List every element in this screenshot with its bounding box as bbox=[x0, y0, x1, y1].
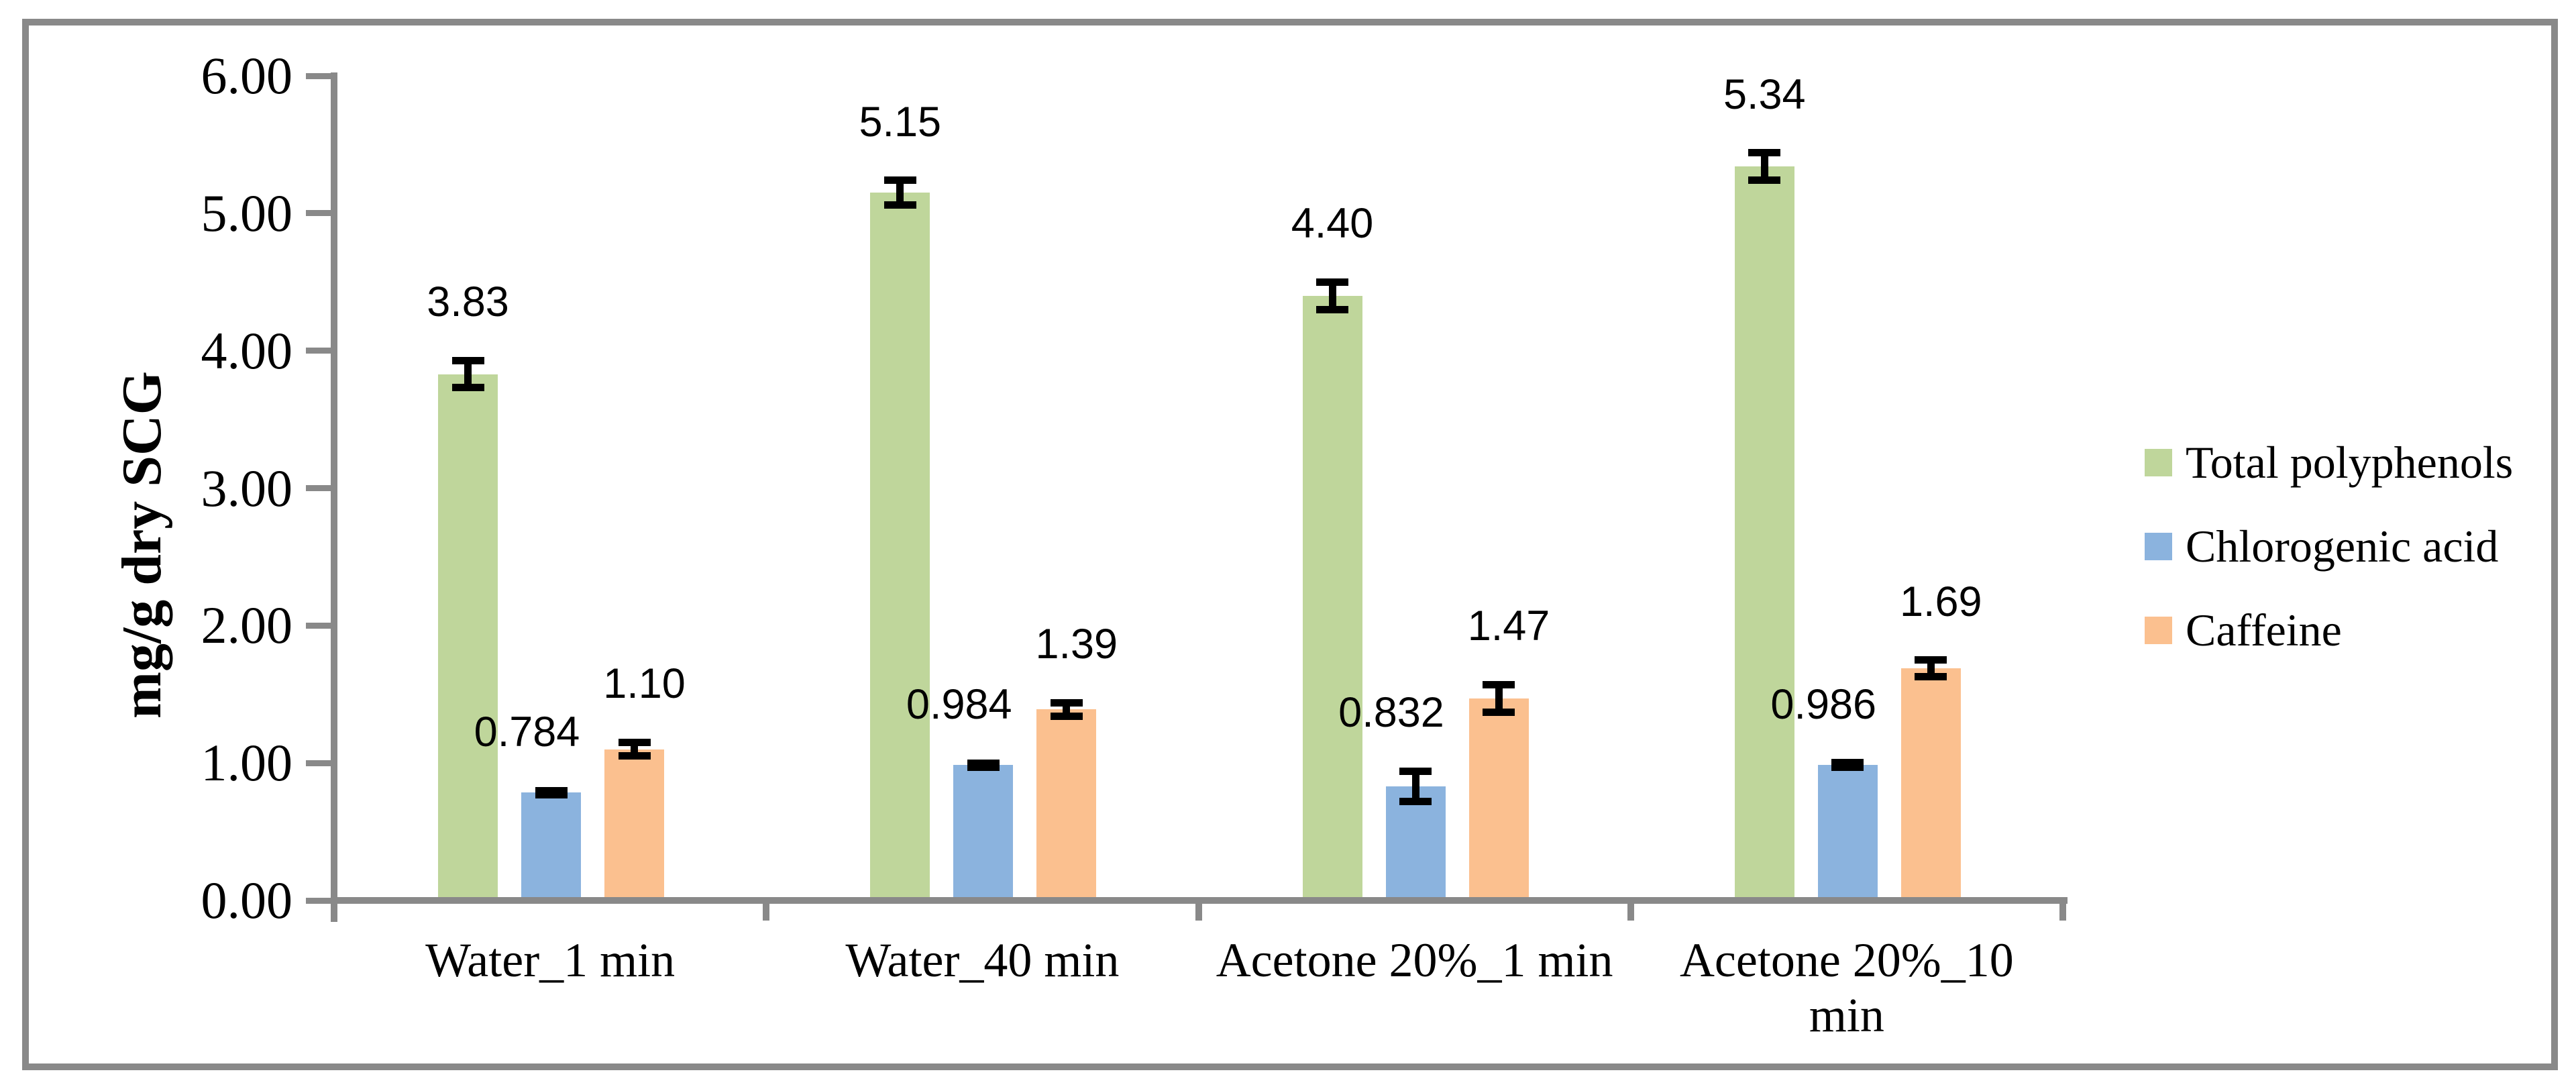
bar-value-label: 0.986 bbox=[1770, 680, 1877, 728]
legend-swatch bbox=[2145, 532, 2172, 560]
error-bar-cap bbox=[1316, 278, 1348, 286]
error-bar-cap bbox=[1831, 763, 1864, 771]
legend-swatch bbox=[2145, 448, 2172, 476]
error-bar-cap bbox=[1050, 698, 1083, 707]
legend-label: Chlorogenic acid bbox=[2186, 521, 2499, 572]
bar-value-label: 0.984 bbox=[906, 681, 1012, 729]
x-axis-tick bbox=[1195, 900, 1202, 921]
caffeine-bar bbox=[1468, 698, 1529, 900]
error-bar-cap bbox=[1050, 713, 1083, 721]
legend-label: Caffeine bbox=[2186, 605, 2342, 656]
error-bar-cap bbox=[618, 738, 651, 746]
x-category-label: Water_1 min bbox=[425, 933, 676, 987]
error-bar-cap bbox=[535, 786, 568, 794]
y-axis-tick-label: 1.00 bbox=[201, 733, 293, 792]
bar-value-label: 1.39 bbox=[1035, 621, 1118, 668]
error-bar-cap bbox=[1399, 797, 1432, 805]
bar-value-label: 0.784 bbox=[474, 709, 580, 756]
error-bar-cap bbox=[1748, 176, 1781, 185]
chlorogenic-acid-bar bbox=[1817, 765, 1878, 900]
error-bar-cap bbox=[1316, 305, 1348, 313]
x-axis-tick bbox=[1627, 900, 1634, 921]
error-bar-cap bbox=[451, 356, 484, 364]
x-axis-tick bbox=[331, 900, 337, 921]
x-category-label: Acetone 20%_10 min bbox=[1679, 933, 2014, 1042]
bar-value-label: 5.15 bbox=[859, 98, 942, 146]
chlorogenic-acid-bar bbox=[1385, 786, 1446, 900]
error-bar-cap bbox=[1483, 680, 1515, 688]
y-axis-tick-label: 3.00 bbox=[201, 458, 293, 517]
x-category-label: Water_40 min bbox=[845, 933, 1120, 987]
y-axis-tick bbox=[306, 622, 334, 629]
error-bar-cap bbox=[451, 384, 484, 392]
bar-value-label: 1.47 bbox=[1467, 603, 1550, 650]
error-bar-cap bbox=[535, 790, 568, 798]
legend-item: Total polyphenols bbox=[2145, 435, 2513, 489]
y-axis-tick-label: 0.00 bbox=[201, 871, 293, 929]
total-polyphenols-bar bbox=[870, 193, 930, 900]
total-polyphenols-bar bbox=[438, 374, 498, 900]
error-bar-cap bbox=[1831, 759, 1864, 767]
error-bar-cap bbox=[967, 764, 1000, 772]
x-axis-tick bbox=[2059, 900, 2066, 921]
error-bar-cap bbox=[1915, 656, 1947, 664]
error-bar-cap bbox=[883, 201, 916, 209]
bar-value-label: 3.83 bbox=[427, 278, 509, 326]
bar-value-label: 1.69 bbox=[1899, 578, 1982, 625]
bar-value-label: 0.832 bbox=[1338, 689, 1444, 737]
y-axis-tick-label: 2.00 bbox=[201, 596, 293, 655]
bar-value-label: 4.40 bbox=[1291, 200, 1374, 248]
y-axis-tick-label: 6.00 bbox=[201, 46, 293, 105]
caffeine-bar bbox=[1036, 709, 1097, 900]
chlorogenic-acid-bar bbox=[521, 792, 581, 900]
error-bar-cap bbox=[1399, 767, 1432, 775]
y-axis-line bbox=[331, 72, 337, 922]
legend-label: Total polyphenols bbox=[2186, 437, 2514, 488]
total-polyphenols-bar bbox=[1302, 295, 1362, 900]
error-bar-cap bbox=[1483, 708, 1515, 716]
error-bar-cap bbox=[1748, 149, 1781, 157]
error-bar-line bbox=[1328, 282, 1336, 310]
legend-swatch bbox=[2145, 616, 2172, 644]
error-bar-line bbox=[896, 180, 904, 205]
error-bar-cap bbox=[618, 752, 651, 760]
error-bar-cap bbox=[967, 759, 1000, 767]
y-axis-tick bbox=[306, 348, 334, 354]
error-bar-line bbox=[1495, 684, 1503, 713]
bar-value-label: 5.34 bbox=[1723, 70, 1806, 118]
y-axis-tick-label: 4.00 bbox=[201, 321, 293, 380]
chlorogenic-acid-bar bbox=[953, 765, 1014, 900]
caffeine-bar bbox=[1900, 668, 1961, 900]
y-axis-tick bbox=[306, 760, 334, 766]
x-axis-tick bbox=[763, 900, 770, 921]
error-bar-line bbox=[1760, 152, 1768, 180]
error-bar-line bbox=[1411, 771, 1419, 802]
y-axis-title: mg/g dry SCG bbox=[111, 370, 173, 719]
y-axis-tick bbox=[306, 897, 334, 904]
total-polyphenols-bar bbox=[1734, 166, 1794, 900]
y-axis-tick bbox=[306, 210, 334, 217]
error-bar-cap bbox=[1915, 672, 1947, 680]
caffeine-bar bbox=[604, 749, 664, 900]
y-axis-tick bbox=[306, 485, 334, 491]
error-bar-line bbox=[1063, 703, 1071, 717]
x-category-label: Acetone 20%_1 min bbox=[1216, 933, 1613, 987]
error-bar-line bbox=[464, 360, 472, 388]
y-axis-tick bbox=[306, 72, 334, 79]
error-bar-line bbox=[631, 742, 638, 756]
error-bar-line bbox=[1927, 660, 1935, 677]
bar-value-label: 1.10 bbox=[603, 660, 686, 708]
y-axis-tick-label: 5.00 bbox=[201, 183, 293, 242]
error-bar-cap bbox=[883, 176, 916, 185]
legend-item: Caffeine bbox=[2145, 603, 2342, 657]
legend-item: Chlorogenic acid bbox=[2145, 519, 2498, 573]
